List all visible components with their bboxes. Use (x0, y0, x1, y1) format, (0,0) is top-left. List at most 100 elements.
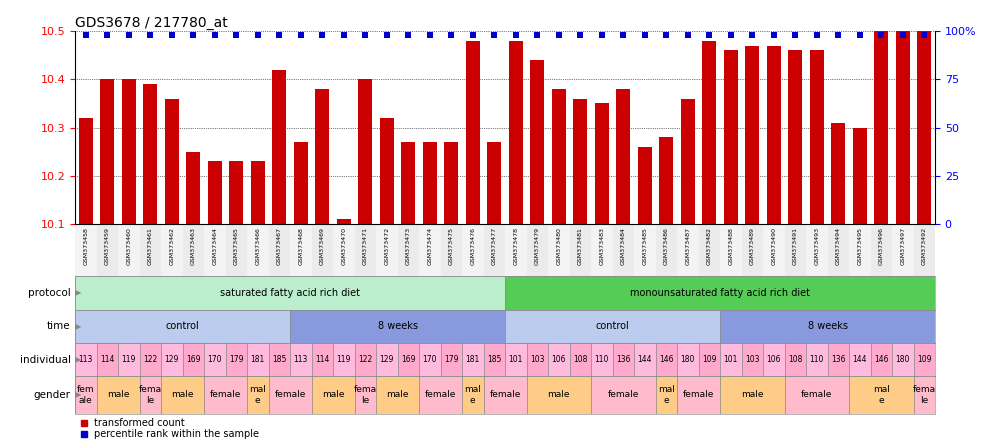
Text: GSM373473: GSM373473 (406, 227, 411, 265)
Text: GSM373493: GSM373493 (814, 227, 819, 265)
Text: GSM373481: GSM373481 (578, 227, 583, 265)
Bar (831, 123, 845, 224)
Bar (917, 21, 931, 224)
Bar (742, 224, 763, 276)
Text: GSM373485: GSM373485 (642, 227, 647, 265)
Bar (268, 377, 312, 413)
Text: GSM373460: GSM373460 (126, 227, 131, 265)
Bar (720, 224, 742, 276)
Text: ▶: ▶ (75, 322, 82, 331)
Text: 179: 179 (444, 355, 458, 364)
Bar (914, 377, 935, 413)
Text: 101: 101 (724, 355, 738, 364)
Bar (570, 224, 591, 276)
Bar (505, 224, 526, 276)
Bar (75, 309, 290, 343)
Text: GSM373496: GSM373496 (879, 227, 884, 265)
Bar (763, 343, 784, 377)
Text: individual: individual (20, 355, 71, 365)
Text: 180: 180 (681, 355, 695, 364)
Text: GSM373459: GSM373459 (105, 227, 110, 265)
Text: percentile rank within the sample: percentile rank within the sample (94, 429, 259, 440)
Text: 181: 181 (466, 355, 480, 364)
Bar (784, 224, 806, 276)
Bar (892, 224, 914, 276)
Bar (634, 343, 656, 377)
Bar (788, 50, 802, 224)
Bar (853, 127, 867, 224)
Text: ▶: ▶ (75, 391, 82, 400)
Bar (466, 41, 480, 224)
Text: GSM373495: GSM373495 (857, 227, 862, 265)
Bar (526, 224, 548, 276)
Bar (100, 79, 114, 224)
Bar (874, 31, 888, 224)
Text: 113: 113 (79, 355, 93, 364)
Text: GSM373464: GSM373464 (212, 227, 217, 265)
Bar (401, 142, 415, 224)
Bar (702, 41, 716, 224)
Bar (75, 224, 96, 276)
Bar (419, 343, 440, 377)
Bar (612, 343, 634, 377)
Text: protocol: protocol (28, 288, 71, 298)
Text: GSM373497: GSM373497 (900, 227, 905, 265)
Text: 110: 110 (810, 355, 824, 364)
Text: 179: 179 (229, 355, 244, 364)
Bar (333, 224, 354, 276)
Bar (204, 377, 247, 413)
Text: female: female (489, 391, 521, 400)
Bar (333, 343, 354, 377)
Bar (208, 162, 222, 224)
Bar (226, 343, 247, 377)
Text: 144: 144 (638, 355, 652, 364)
Bar (720, 343, 742, 377)
Text: gender: gender (34, 390, 71, 400)
Bar (720, 309, 935, 343)
Text: GSM373487: GSM373487 (685, 227, 690, 265)
Bar (423, 142, 437, 224)
Text: 185: 185 (487, 355, 501, 364)
Bar (530, 60, 544, 224)
Bar (484, 343, 505, 377)
Bar (484, 224, 505, 276)
Text: 129: 129 (165, 355, 179, 364)
Bar (165, 99, 179, 224)
Text: 169: 169 (401, 355, 416, 364)
Bar (312, 343, 333, 377)
Bar (505, 309, 720, 343)
Text: GSM373476: GSM373476 (470, 227, 475, 265)
Text: GSM373479: GSM373479 (535, 227, 540, 265)
Text: GSM373468: GSM373468 (298, 227, 303, 265)
Bar (96, 224, 118, 276)
Bar (96, 343, 118, 377)
Text: mal
e: mal e (658, 385, 675, 404)
Text: 109: 109 (702, 355, 716, 364)
Bar (140, 224, 161, 276)
Bar (462, 343, 484, 377)
Bar (870, 343, 892, 377)
Bar (914, 224, 935, 276)
Bar (444, 142, 458, 224)
Bar (226, 224, 247, 276)
Bar (376, 377, 419, 413)
Text: 106: 106 (552, 355, 566, 364)
Bar (315, 89, 329, 224)
Bar (337, 219, 351, 224)
Bar (591, 224, 612, 276)
Text: female: female (274, 391, 306, 400)
Bar (122, 79, 136, 224)
Text: 170: 170 (422, 355, 437, 364)
Text: GSM373472: GSM373472 (384, 227, 389, 265)
Bar (358, 79, 372, 224)
Bar (247, 343, 268, 377)
Text: GSM373484: GSM373484 (621, 227, 626, 265)
Text: monounsaturated fatty acid rich diet: monounsaturated fatty acid rich diet (630, 288, 810, 298)
Text: mal
e: mal e (464, 385, 481, 404)
Text: GSM373458: GSM373458 (83, 227, 88, 265)
Bar (75, 343, 96, 377)
Text: 108: 108 (788, 355, 802, 364)
Bar (828, 343, 849, 377)
Bar (143, 84, 157, 224)
Bar (75, 276, 505, 309)
